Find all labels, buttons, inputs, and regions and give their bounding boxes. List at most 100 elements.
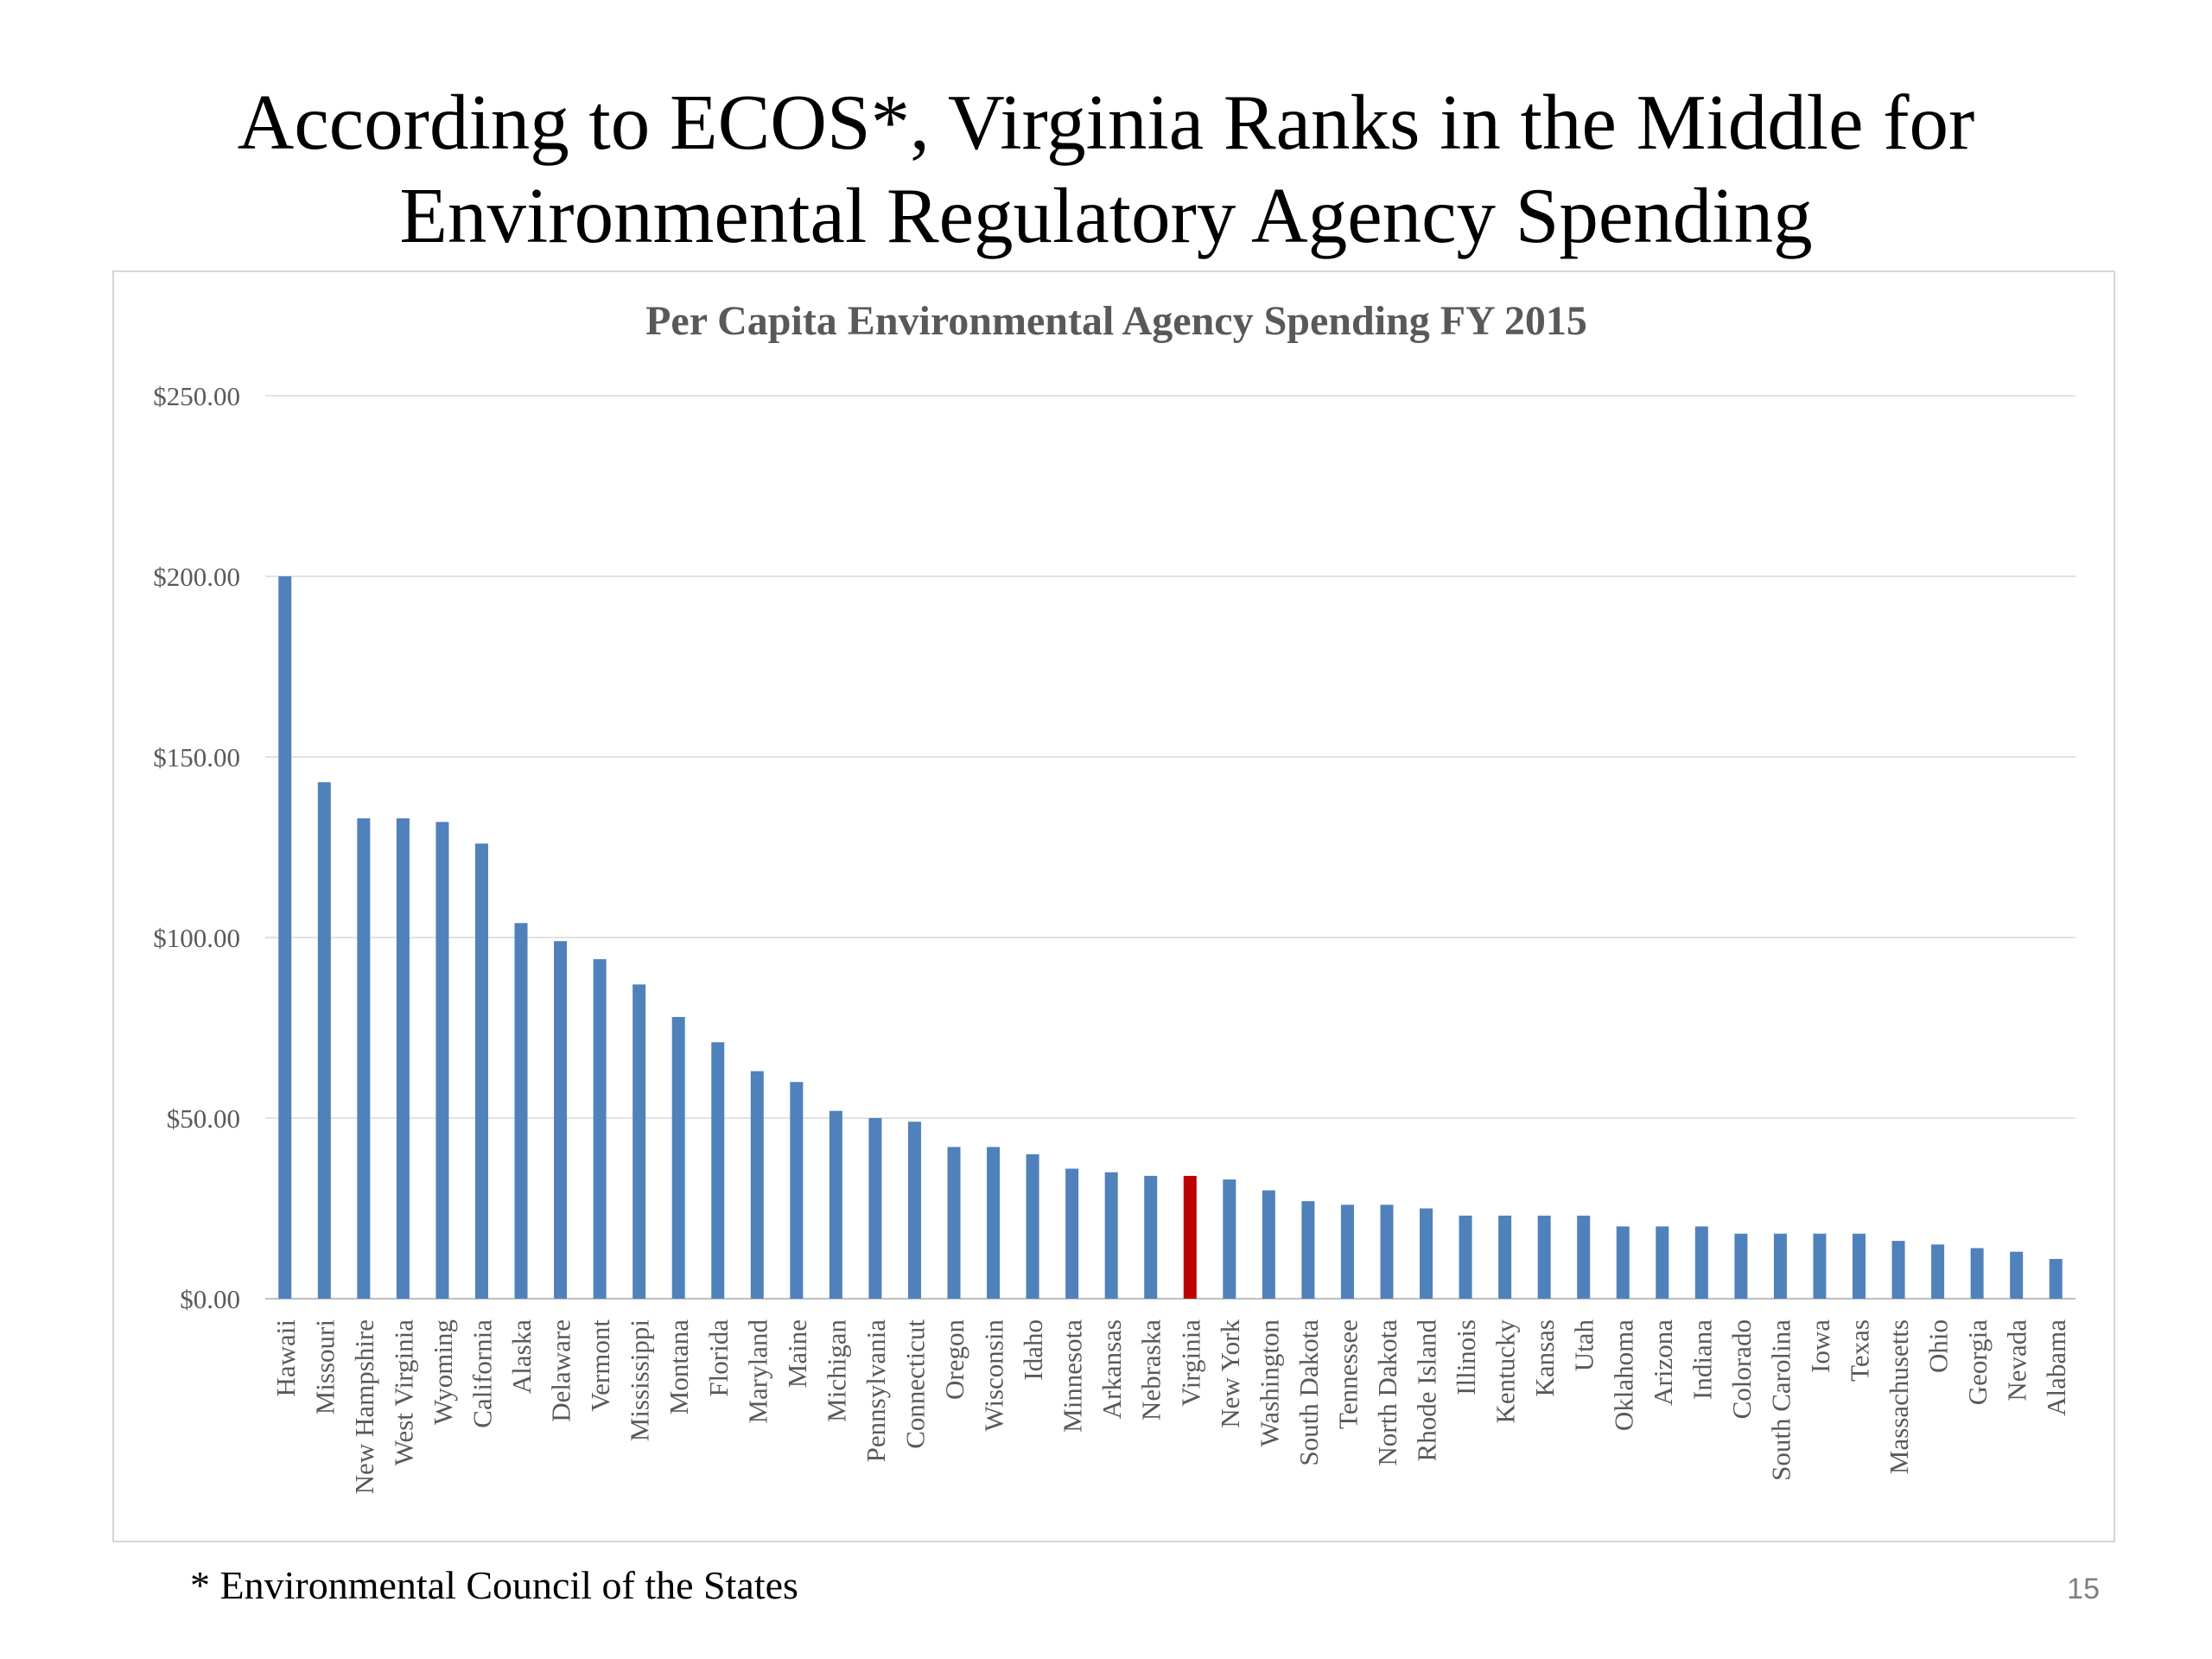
bar-wyoming xyxy=(435,822,449,1299)
x-tick-label: Delaware xyxy=(546,1319,576,1422)
x-tick-label: South Carolina xyxy=(1765,1319,1796,1481)
x-tick-label: Minnesota xyxy=(1058,1319,1088,1433)
bar-florida xyxy=(711,1042,725,1299)
x-tick-label: Mississippi xyxy=(625,1319,655,1442)
bar-south-carolina xyxy=(1773,1233,1787,1299)
bar-colorado xyxy=(1734,1233,1748,1299)
bar-missouri xyxy=(317,782,331,1299)
x-tick-label: Arizona xyxy=(1648,1319,1678,1406)
x-tick-label: Texas xyxy=(1845,1319,1875,1382)
bar-iowa xyxy=(1813,1233,1827,1299)
bar-illinois xyxy=(1459,1215,1472,1299)
bar-delaware xyxy=(554,941,568,1299)
bar-maryland xyxy=(750,1071,764,1299)
x-tick-label: Nebraska xyxy=(1136,1319,1166,1421)
x-axis-category-labels: Hawaii Missouri New Hampshire West Virginia… xyxy=(270,1319,2071,1495)
y-tick-label: $0.00 xyxy=(180,1284,240,1314)
bar-north-dakota xyxy=(1380,1205,1394,1299)
x-tick-label: Virginia xyxy=(1175,1319,1205,1407)
x-tick-label: Nevada xyxy=(2002,1319,2032,1402)
bar-virginia xyxy=(1183,1175,1197,1299)
bar-minnesota xyxy=(1065,1168,1079,1299)
bar-hawaii xyxy=(278,576,292,1299)
x-tick-label: Iowa xyxy=(1805,1319,1835,1373)
x-tick-label: Kentucky xyxy=(1491,1319,1521,1424)
footnote: * Environmental Council of the States xyxy=(190,1563,798,1607)
bar-montana xyxy=(671,1016,685,1299)
gridlines xyxy=(265,395,2075,1300)
x-tick-label: Montana xyxy=(664,1319,694,1414)
x-tick-label: Utah xyxy=(1569,1319,1599,1372)
x-tick-label: Michigan xyxy=(821,1319,851,1422)
x-tick-label: Maine xyxy=(782,1319,812,1388)
bar-washington xyxy=(1262,1190,1275,1299)
bar-kentucky xyxy=(1498,1215,1512,1299)
bar-alabama xyxy=(2049,1259,2063,1299)
bar-indiana xyxy=(1694,1226,1708,1299)
y-tick-label: $100.00 xyxy=(153,923,240,953)
chart-title: Per Capita Environmental Agency Spending… xyxy=(645,298,1587,344)
bar-texas xyxy=(1853,1233,1866,1299)
slide-title-line-1: According to ECOS*, Virginia Ranks in th… xyxy=(237,79,1975,166)
bar-pennsylvania xyxy=(868,1118,882,1299)
x-tick-label: South Dakota xyxy=(1294,1319,1324,1466)
bar-mississippi xyxy=(632,984,646,1299)
bar-tennessee xyxy=(1340,1205,1354,1299)
bars xyxy=(278,576,2063,1299)
x-tick-label: Pennsylvania xyxy=(861,1319,891,1463)
bar-chart: Per Capita Environmental Agency Spending… xyxy=(153,298,2075,1495)
bar-idaho xyxy=(1026,1154,1039,1299)
x-tick-label: West Virginia xyxy=(388,1319,418,1466)
x-tick-label: New York xyxy=(1215,1319,1245,1428)
bar-oklahoma xyxy=(1616,1226,1630,1299)
bar-california xyxy=(474,843,488,1299)
x-tick-label: Vermont xyxy=(585,1319,615,1412)
x-tick-label: Alaska xyxy=(506,1319,537,1394)
x-tick-label: Idaho xyxy=(1018,1319,1048,1381)
y-tick-label: $200.00 xyxy=(153,562,240,592)
x-tick-label: Colorado xyxy=(1726,1319,1757,1419)
chart-frame: Per Capita Environmental Agency Spending… xyxy=(112,270,2115,1542)
x-tick-label: Rhode Island xyxy=(1412,1319,1442,1462)
bar-utah xyxy=(1577,1215,1591,1299)
x-tick-label: Oklahoma xyxy=(1608,1319,1638,1431)
x-tick-label: North Dakota xyxy=(1372,1319,1402,1466)
bar-arizona xyxy=(1656,1226,1669,1299)
bar-new-york xyxy=(1223,1179,1236,1299)
slide-title-line-2: Environmental Regulatory Agency Spending xyxy=(399,172,1813,259)
x-tick-label: Georgia xyxy=(1962,1319,1993,1406)
x-tick-label: Kansas xyxy=(1529,1319,1560,1397)
bar-new-hampshire xyxy=(357,818,371,1299)
bar-nebraska xyxy=(1144,1175,1158,1299)
bar-georgia xyxy=(1970,1248,1984,1299)
page-number: 15 xyxy=(2067,1573,2100,1605)
bar-west-virginia xyxy=(396,818,410,1299)
y-axis-tick-labels: $0.00 $50.00 $100.00 $150.00 $200.00 $250.00 xyxy=(153,381,240,1314)
bar-kansas xyxy=(1537,1215,1551,1299)
x-tick-label: Alabama xyxy=(2041,1319,2071,1416)
bar-rhode-island xyxy=(1420,1208,1433,1299)
x-tick-label: Wyoming xyxy=(428,1319,458,1425)
x-tick-label: Florida xyxy=(703,1319,734,1397)
bar-nevada xyxy=(2010,1251,2024,1299)
bar-alaska xyxy=(514,923,528,1299)
bar-wisconsin xyxy=(987,1147,1001,1299)
slide-title: According to ECOS*, Virginia Ranks in th… xyxy=(86,76,2126,263)
x-tick-label: Illinois xyxy=(1451,1319,1481,1395)
x-tick-label: Oregon xyxy=(939,1319,969,1400)
x-tick-label: Maryland xyxy=(742,1319,772,1424)
bar-oregon xyxy=(947,1147,961,1299)
bar-maine xyxy=(790,1082,804,1299)
x-tick-label: New Hampshire xyxy=(349,1319,379,1494)
x-tick-label: Arkansas xyxy=(1096,1319,1127,1419)
x-tick-label: Tennessee xyxy=(1332,1319,1363,1429)
bar-connecticut xyxy=(907,1122,921,1299)
bar-michigan xyxy=(829,1110,842,1299)
x-tick-label: Hawaii xyxy=(270,1319,301,1397)
x-tick-label: California xyxy=(467,1319,497,1428)
bar-south-dakota xyxy=(1301,1201,1315,1299)
x-tick-label: Washington xyxy=(1254,1319,1284,1447)
y-tick-label: $50.00 xyxy=(167,1103,240,1134)
y-tick-label: $250.00 xyxy=(153,381,240,411)
x-tick-label: Connecticut xyxy=(899,1319,930,1449)
